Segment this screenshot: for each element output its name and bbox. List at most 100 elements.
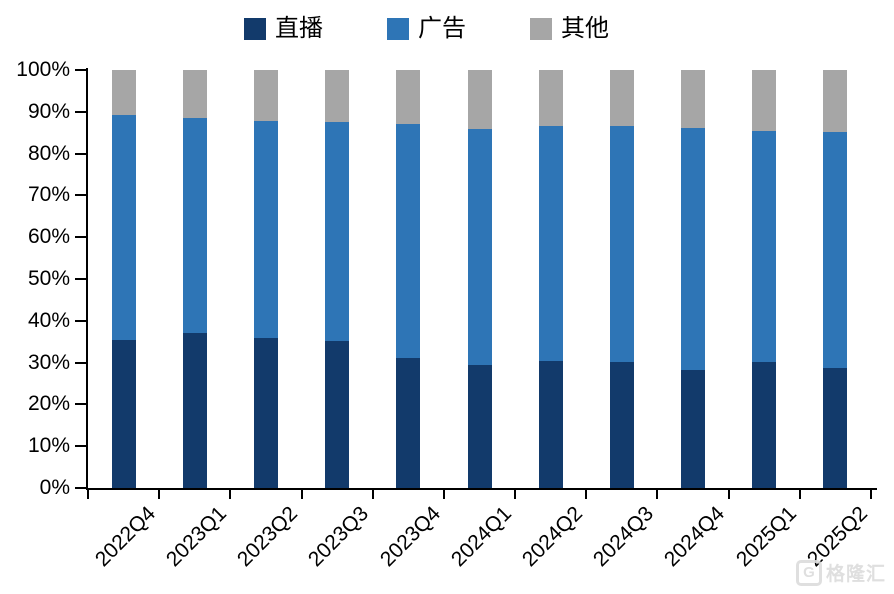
bar-segment-2022Q4-广告 bbox=[111, 115, 136, 340]
legend-label-live: 直播 bbox=[275, 15, 323, 42]
x-tick bbox=[229, 488, 232, 499]
x-tick-label: 2023Q2 bbox=[233, 502, 303, 572]
x-tick bbox=[442, 488, 445, 499]
x-tick-label: 2023Q4 bbox=[375, 502, 445, 572]
bar-segment-2024Q4-直播 bbox=[681, 370, 706, 488]
bar-segment-2022Q4-其他 bbox=[111, 70, 136, 116]
x-tick-label: 2024Q2 bbox=[517, 502, 587, 572]
legend-label-other: 其他 bbox=[561, 15, 609, 42]
bar-2023Q2 bbox=[253, 70, 278, 488]
x-axis-line bbox=[86, 488, 877, 490]
y-tick bbox=[75, 236, 88, 239]
plot-area bbox=[88, 70, 871, 488]
bar-segment-2023Q4-直播 bbox=[396, 357, 421, 488]
y-tick bbox=[75, 110, 88, 113]
x-tick-label: 2023Q3 bbox=[304, 502, 374, 572]
x-tick bbox=[727, 488, 730, 499]
bar-segment-2024Q2-直播 bbox=[538, 360, 563, 488]
bar-segment-2023Q2-直播 bbox=[253, 337, 278, 488]
bar-segment-2025Q1-直播 bbox=[752, 361, 777, 488]
y-tick-label: 100% bbox=[16, 58, 70, 81]
bar-segment-2023Q3-其他 bbox=[325, 70, 350, 122]
x-tick bbox=[585, 488, 588, 499]
x-tick bbox=[514, 488, 517, 499]
bar-segment-2023Q1-广告 bbox=[182, 117, 207, 333]
y-tick bbox=[75, 319, 88, 322]
bar-segment-2024Q3-广告 bbox=[609, 125, 634, 363]
y-tick bbox=[75, 403, 88, 406]
bar-segment-2025Q1-广告 bbox=[752, 131, 777, 362]
legend-swatch-ads-icon bbox=[387, 18, 409, 40]
bar-segment-2023Q2-其他 bbox=[253, 70, 278, 121]
y-tick-label: 90% bbox=[27, 99, 70, 123]
watermark-text: 格隆汇 bbox=[825, 564, 886, 585]
bar-segment-2024Q3-其他 bbox=[609, 70, 634, 126]
bar-segment-2025Q1-其他 bbox=[752, 70, 777, 132]
bar-2024Q3 bbox=[609, 70, 634, 488]
legend: 直播 广告 其他 bbox=[244, 16, 609, 42]
x-tick-label: 2025Q1 bbox=[731, 502, 801, 572]
bar-segment-2024Q2-其他 bbox=[538, 70, 563, 127]
y-tick-label: 0% bbox=[39, 476, 70, 499]
bar-segment-2024Q1-直播 bbox=[467, 364, 492, 488]
y-tick bbox=[75, 69, 88, 71]
y-tick-label: 80% bbox=[27, 141, 70, 165]
legend-swatch-other-icon bbox=[530, 18, 552, 40]
x-tick-label: 2023Q1 bbox=[161, 502, 232, 572]
bar-2024Q1 bbox=[467, 70, 492, 488]
x-tick-label: 2024Q4 bbox=[660, 502, 730, 572]
y-tick-label: 50% bbox=[27, 267, 70, 290]
legend-item-other: 其他 bbox=[530, 16, 609, 42]
bar-segment-2024Q3-直播 bbox=[609, 362, 634, 488]
bar-segment-2023Q4-其他 bbox=[396, 70, 421, 125]
bar-segment-2025Q2-直播 bbox=[823, 367, 848, 488]
legend-item-ads: 广告 bbox=[387, 16, 466, 42]
bar-2024Q2 bbox=[538, 70, 563, 488]
legend-swatch-live-icon bbox=[244, 18, 266, 40]
bar-segment-2023Q1-直播 bbox=[182, 332, 207, 488]
y-tick-label: 20% bbox=[27, 392, 70, 416]
y-tick-label: 70% bbox=[27, 183, 70, 207]
bar-2023Q3 bbox=[325, 70, 350, 488]
x-tick bbox=[87, 488, 89, 499]
y-tick-label: 60% bbox=[27, 225, 70, 249]
bar-segment-2024Q4-其他 bbox=[681, 70, 706, 128]
bar-segment-2023Q3-直播 bbox=[325, 340, 350, 488]
bar-2022Q4 bbox=[111, 70, 136, 488]
y-tick bbox=[75, 487, 88, 489]
x-tick-label: 2024Q3 bbox=[589, 502, 659, 572]
y-tick bbox=[75, 361, 88, 364]
y-tick-label: 10% bbox=[27, 434, 70, 458]
bar-segment-2024Q1-广告 bbox=[467, 128, 492, 365]
y-tick-label: 30% bbox=[27, 350, 70, 374]
bar-segment-2023Q4-广告 bbox=[396, 124, 421, 358]
y-tick bbox=[75, 194, 88, 197]
x-tick bbox=[371, 488, 374, 499]
bar-segment-2024Q1-其他 bbox=[467, 70, 492, 129]
bar-segment-2025Q2-其他 bbox=[823, 70, 848, 133]
bar-segment-2024Q2-广告 bbox=[538, 126, 563, 361]
y-tick-label: 40% bbox=[27, 308, 70, 332]
x-tick bbox=[656, 488, 659, 499]
x-tick-label: 2022Q4 bbox=[90, 502, 160, 572]
x-tick-label: 2024Q1 bbox=[446, 502, 516, 572]
x-tick bbox=[158, 488, 161, 499]
x-tick bbox=[798, 488, 801, 499]
bar-2025Q1 bbox=[752, 70, 777, 488]
bar-segment-2023Q2-广告 bbox=[253, 121, 278, 338]
legend-label-ads: 广告 bbox=[418, 15, 466, 42]
legend-item-live: 直播 bbox=[244, 16, 323, 42]
watermark-gelonghui: G 格隆汇 bbox=[795, 559, 886, 586]
bar-2025Q2 bbox=[823, 70, 848, 488]
bar-2024Q4 bbox=[681, 70, 706, 488]
gelonghui-logo-icon: G bbox=[795, 559, 822, 586]
bar-segment-2023Q3-广告 bbox=[325, 121, 350, 341]
bar-2023Q1 bbox=[182, 70, 207, 488]
bar-2023Q4 bbox=[396, 70, 421, 488]
y-tick bbox=[75, 152, 88, 155]
bar-segment-2022Q4-直播 bbox=[111, 339, 136, 488]
y-tick bbox=[75, 278, 88, 280]
x-tick bbox=[300, 488, 303, 499]
bar-segment-2023Q1-其他 bbox=[182, 70, 207, 118]
